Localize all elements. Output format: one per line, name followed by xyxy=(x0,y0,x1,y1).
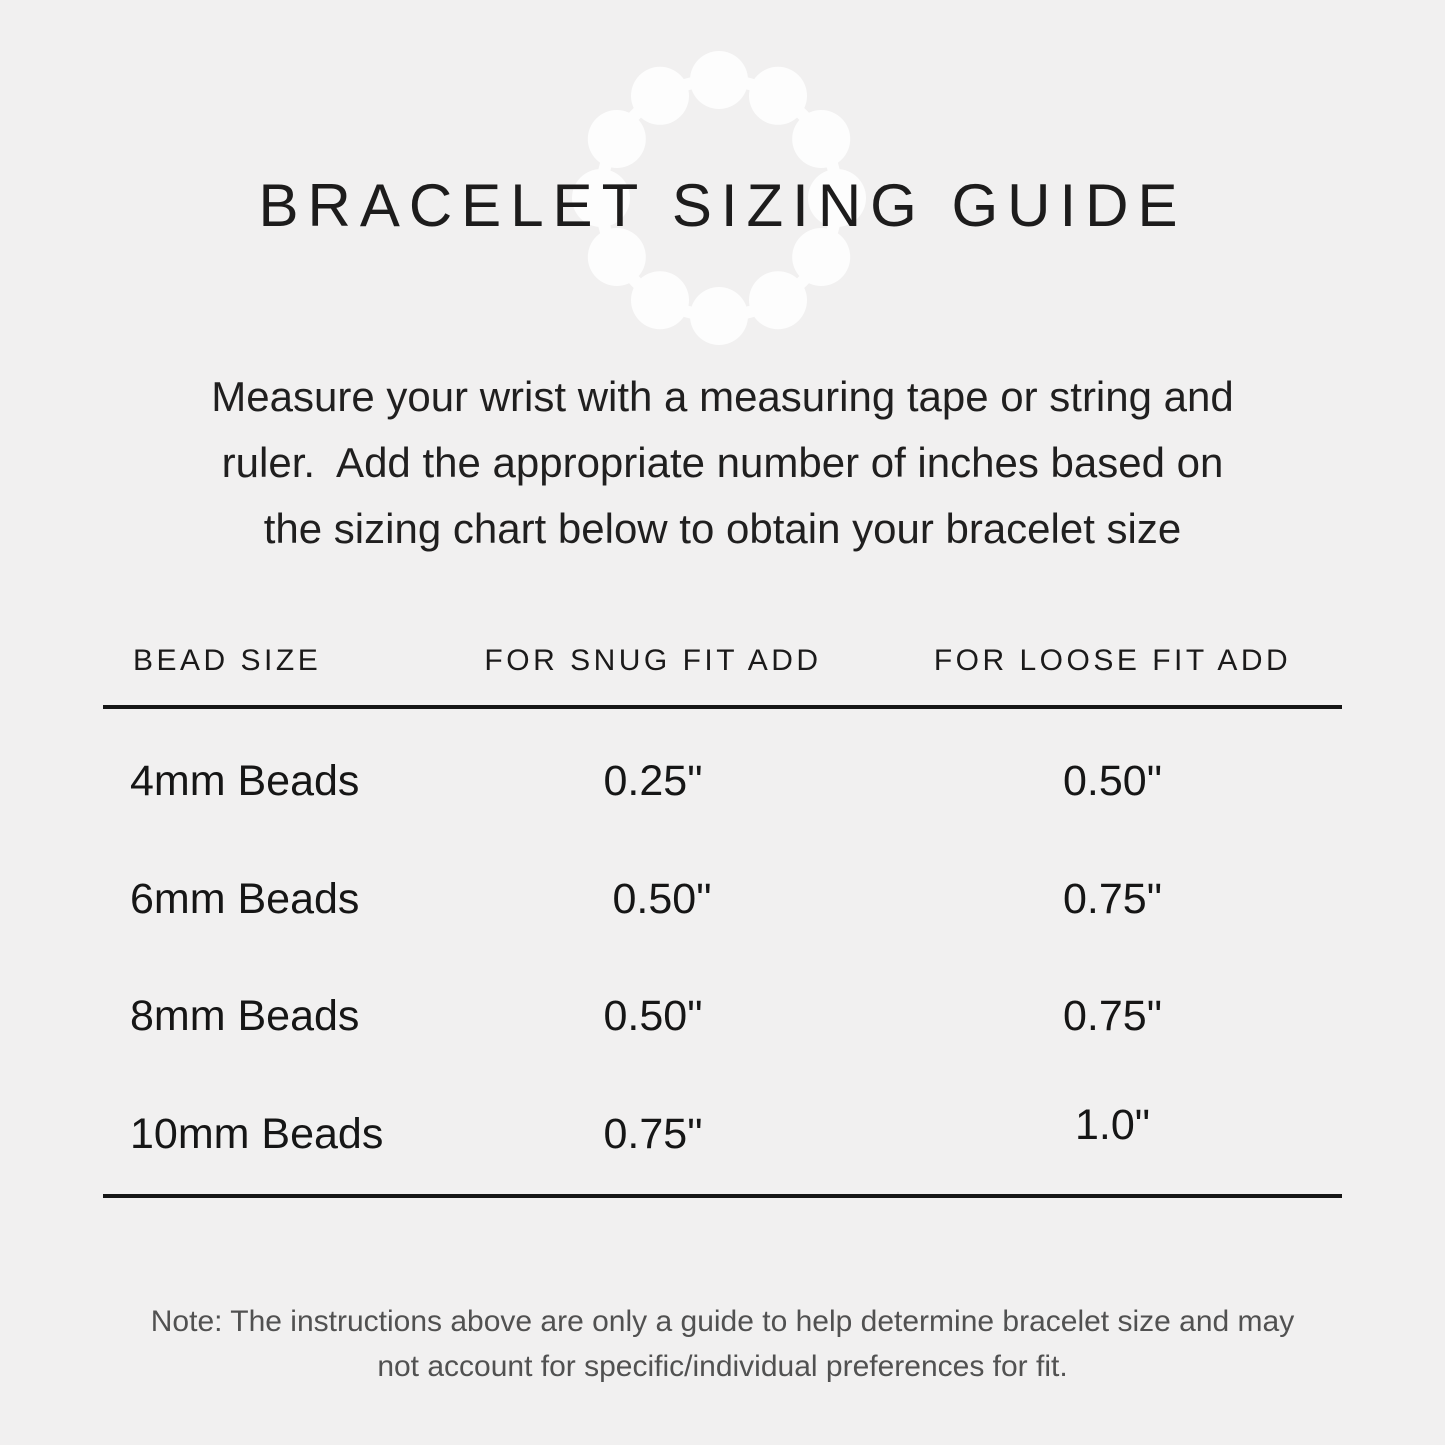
bead-size-cell: 6mm Beads xyxy=(130,874,360,923)
footnote-text-line: not account for specific/individual pref… xyxy=(377,1350,1068,1383)
table-header-row: BEAD SIZE FOR SNUG FIT ADD FOR LOOSE FIT… xyxy=(103,640,1342,682)
snug-fit-cell: 0.50" xyxy=(603,992,703,1041)
bead-size-cell: 10mm Beads xyxy=(130,1109,384,1158)
intro-text-line: ruler. Add the appropriate number of inc… xyxy=(221,439,1224,486)
column-header-snug-fit: FOR SNUG FIT ADD xyxy=(484,644,822,677)
bead-size-cell: 8mm Beads xyxy=(130,992,360,1041)
table-rule-top xyxy=(103,705,1342,709)
loose-fit-cell: 0.50" xyxy=(1063,757,1162,806)
page-title: BRACELET SIZING GUIDE xyxy=(258,172,1187,239)
loose-fit-cell: 1.0" xyxy=(1074,1100,1151,1149)
footnote-text-line: Note: The instructions above are only a … xyxy=(150,1305,1295,1338)
sizing-table-body: 4mm Beads 0.25" 0.50" 6mm Beads 0.50" 0.… xyxy=(103,723,1342,1193)
intro-paragraph: Measure your wrist with a measuring tape… xyxy=(0,364,1445,562)
bead-size-cell: 4mm Beads xyxy=(130,757,360,806)
column-header-bead-size: BEAD SIZE xyxy=(133,644,322,677)
bracelet-beads-icon xyxy=(572,51,866,345)
intro-text-line: Measure your wrist with a measuring tape… xyxy=(211,373,1234,420)
intro-text-line: the sizing chart below to obtain your br… xyxy=(263,505,1182,552)
table-rule-bottom xyxy=(103,1194,1342,1198)
snug-fit-cell: 0.25" xyxy=(603,757,703,806)
column-header-loose-fit: FOR LOOSE FIT ADD xyxy=(933,644,1292,677)
footnote: Note: The instructions above are only a … xyxy=(0,1299,1445,1389)
snug-fit-cell: 0.75" xyxy=(603,1109,703,1158)
loose-fit-cell: 0.75" xyxy=(1063,992,1162,1041)
loose-fit-cell: 0.75" xyxy=(1063,874,1162,923)
snug-fit-cell: 0.50" xyxy=(612,874,712,923)
